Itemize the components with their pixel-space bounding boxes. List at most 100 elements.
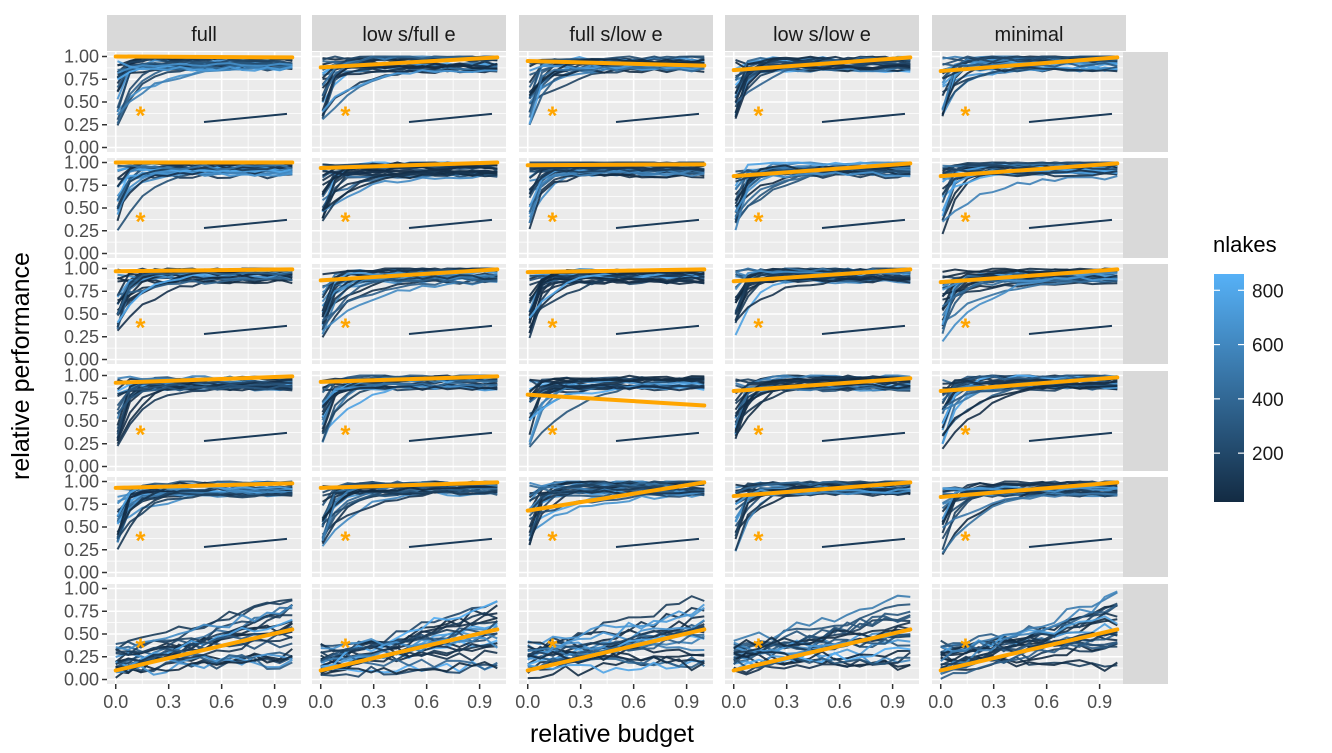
series-line	[941, 380, 1118, 450]
facet-strips: full low s/full e full s/low e low s/low e m…	[107, 15, 1168, 684]
series-line	[320, 661, 498, 675]
series-line	[941, 492, 1118, 529]
series-lines	[318, 55, 500, 124]
series-line	[734, 171, 911, 213]
series-line	[408, 431, 493, 443]
x-tick-label: 0.3	[568, 692, 593, 712]
trend-line	[318, 374, 500, 384]
series-line	[529, 272, 705, 286]
series-lines	[318, 374, 500, 443]
x-tick-label: 0.0	[721, 692, 746, 712]
panel: *	[932, 477, 1126, 577]
panel: *	[932, 371, 1126, 471]
series-line	[408, 112, 493, 124]
series-line	[203, 112, 288, 124]
series-line	[733, 646, 911, 672]
series-line	[321, 168, 498, 211]
panel: *	[725, 584, 919, 684]
series-line	[528, 270, 705, 320]
reference-marker: *	[135, 420, 146, 450]
column-strip: full s/low e	[519, 15, 713, 51]
trend-line	[318, 267, 500, 283]
series-line	[1028, 112, 1113, 124]
trend-line	[113, 267, 295, 274]
series-line	[527, 595, 705, 652]
row-strip: hub*auth	[1123, 264, 1168, 364]
legend-tick-label: 600	[1252, 336, 1284, 357]
strip-background	[1123, 158, 1168, 258]
panel: *	[725, 371, 919, 471]
series-line	[203, 218, 288, 230]
series-lines	[525, 595, 707, 680]
series-lines	[731, 55, 913, 124]
series-line	[941, 374, 1118, 403]
series-lines	[318, 267, 500, 338]
y-tick-label: 0.00	[64, 457, 99, 477]
series-line	[942, 281, 1118, 301]
column-strip-label: low s/full e	[362, 24, 455, 46]
series-lines	[113, 598, 295, 679]
panel: *	[107, 477, 301, 577]
panel: *	[519, 477, 713, 577]
series-line	[733, 594, 911, 642]
y-tick-label: 0.75	[64, 281, 99, 301]
series-line	[733, 621, 911, 654]
legend-title: nlakes	[1213, 232, 1277, 257]
y-tick-label: 0.00	[64, 670, 99, 690]
trend-line	[731, 161, 913, 179]
x-tick-label: 0.6	[209, 692, 234, 712]
series-line	[941, 161, 1118, 203]
series-lines	[938, 267, 1120, 343]
y-tick-label: 0.50	[64, 411, 99, 431]
series-lines	[938, 374, 1120, 450]
series-line	[115, 604, 293, 651]
series-line	[733, 603, 911, 651]
strip-background	[312, 15, 506, 51]
series-lines	[318, 480, 500, 549]
x-tick-label: 0.9	[1087, 692, 1112, 712]
y-tick-label: 0.00	[64, 563, 99, 583]
x-tick-label: 0.3	[156, 692, 181, 712]
reference-marker: *	[135, 633, 146, 663]
reference-marker: *	[340, 207, 351, 237]
series-lines	[525, 267, 707, 339]
series-line	[615, 112, 700, 124]
series-lines	[938, 55, 1120, 124]
panel: *	[312, 264, 506, 364]
panel: *	[725, 52, 919, 152]
panel: *	[107, 158, 301, 258]
reference-marker: *	[960, 633, 971, 663]
y-tick-label: 0.75	[64, 388, 99, 408]
series-line	[734, 55, 911, 95]
series-line	[408, 537, 493, 549]
x-axis-title: relative budget	[530, 720, 694, 748]
trend-line	[525, 627, 707, 673]
series-line	[1028, 537, 1113, 549]
trend-line	[113, 54, 295, 60]
reference-marker: *	[753, 207, 764, 237]
reference-marker: *	[960, 420, 971, 450]
panel: *	[932, 52, 1126, 152]
y-tick-label: 1.00	[64, 153, 99, 173]
column-strip-label: low s/low e	[773, 24, 871, 46]
series-line	[528, 65, 705, 118]
trend-line	[318, 160, 500, 170]
strip-background	[725, 15, 919, 51]
series-line	[821, 218, 906, 230]
y-tick-label: 1.00	[64, 366, 99, 386]
series-line	[615, 324, 700, 336]
series-line	[115, 635, 293, 666]
series-line	[941, 175, 1118, 223]
series-line	[528, 374, 705, 393]
panel: *	[519, 158, 713, 258]
trend-line	[731, 376, 913, 393]
reference-marker: *	[340, 633, 351, 663]
series-line	[528, 165, 705, 191]
legend-colorbar	[1214, 274, 1244, 502]
series-line	[321, 382, 498, 421]
column-strip-label: full	[191, 24, 217, 46]
y-tick-label: 1.00	[64, 472, 99, 492]
y-tick-label: 0.25	[64, 221, 99, 241]
trend-line	[113, 374, 295, 385]
y-tick-label: 0.50	[64, 624, 99, 644]
